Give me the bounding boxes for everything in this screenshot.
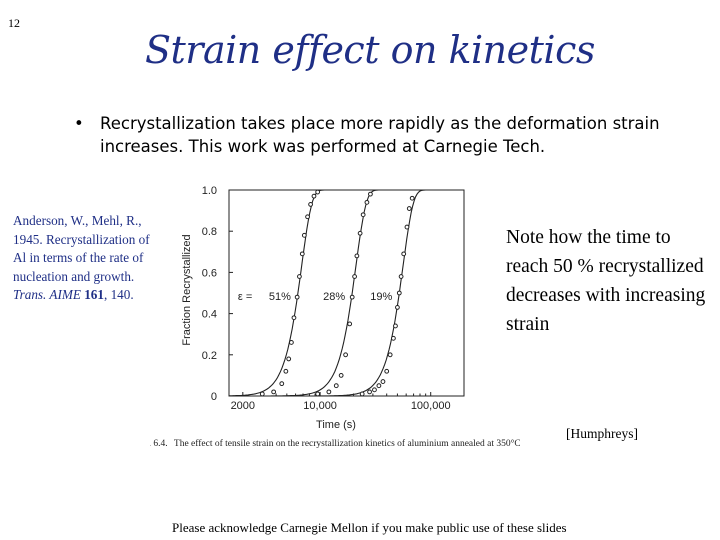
chart-labels: Time (s) Fraction Recrystallized ε = 51%…	[181, 234, 393, 431]
data-point	[398, 274, 404, 279]
recrystallization-chart: 0 0.2 0.4 0.6 0.8 1.0 2000 10,000 100,000 Time (…	[150, 185, 520, 449]
data-point	[393, 323, 398, 329]
data-point	[259, 391, 265, 397]
data-point	[360, 212, 366, 218]
data-point	[326, 389, 332, 395]
y-tick-label: 1.0	[202, 185, 217, 197]
data-point	[286, 356, 292, 362]
x-tick-label: 100,000	[411, 400, 451, 412]
y-tick-label: 0.4	[202, 309, 217, 321]
citation-volume: 161	[84, 287, 104, 302]
citation: Anderson, W., Mehl, R., 1945. Recrystall…	[13, 212, 163, 305]
plot-frame	[228, 189, 465, 397]
data-point	[299, 251, 305, 257]
data-point	[387, 352, 393, 358]
data-point	[294, 294, 300, 300]
series-curve-19%	[229, 189, 441, 397]
chart-ticks: 0 0.2 0.4 0.6 0.8 1.0 2000 10,000 100,000	[202, 185, 451, 412]
svg-text:Fig. 6.4. The effect of: Fig. 6.4. The effect of tensile strain o…	[150, 438, 520, 449]
data-point	[372, 387, 377, 393]
data-point	[333, 383, 339, 389]
data-point	[308, 202, 313, 207]
data-point	[289, 340, 294, 345]
source-credit: [Humphreys]	[566, 426, 638, 441]
data-point	[357, 230, 363, 236]
figure-caption: Fig. 6.4. The effect of tensile strain o…	[150, 438, 520, 449]
bullet-dot: •	[74, 114, 84, 133]
data-point	[406, 206, 412, 211]
data-point	[367, 389, 372, 395]
data-point	[343, 352, 349, 358]
data-point	[354, 253, 360, 259]
data-point	[305, 214, 310, 220]
data-point	[315, 189, 321, 195]
data-point	[291, 315, 297, 321]
chart-points	[259, 189, 415, 397]
slide-number: 12	[8, 16, 20, 30]
series-label: 28%	[323, 291, 345, 303]
data-point	[315, 391, 321, 397]
y-axis-label: Fraction Recrystallized	[181, 234, 193, 345]
y-tick-label: 0.2	[202, 350, 217, 362]
data-point	[283, 368, 289, 374]
data-point	[297, 274, 302, 279]
data-point	[311, 193, 317, 199]
caption-text: The effect of tensile strain on the recr…	[174, 438, 520, 449]
data-point	[396, 290, 402, 296]
data-point	[380, 379, 386, 384]
slide-title: Strain effect on kinetics	[145, 28, 595, 72]
chart-axes	[228, 189, 465, 397]
data-point	[401, 251, 407, 257]
bullet-text: Recrystallization takes place more rapid…	[100, 114, 660, 156]
citation-pages: , 140.	[103, 287, 134, 302]
y-tick-label: 0	[211, 391, 217, 403]
series-label: 51%	[269, 291, 291, 303]
data-point	[347, 321, 353, 327]
x-tick-label: 10,000	[303, 400, 337, 412]
data-point	[368, 191, 373, 197]
series-label: 19%	[370, 291, 392, 303]
data-point	[279, 381, 285, 387]
acknowledgement: Please acknowledge Carnegie Mellon if yo…	[172, 520, 567, 535]
note-text: Note how the time to reach 50 % recrysta…	[506, 227, 706, 335]
data-point	[349, 294, 355, 300]
data-point	[384, 368, 390, 374]
data-point	[395, 305, 400, 310]
data-point	[404, 224, 410, 230]
data-point	[338, 373, 344, 378]
data-point	[301, 232, 307, 238]
x-axis-label: Time (s)	[316, 419, 356, 431]
series-curve-51%	[229, 189, 340, 397]
series-curve-28%	[229, 189, 394, 397]
series-label-prefix: ε =	[238, 291, 252, 303]
citation-text: Anderson, W., Mehl, R., 1945. Recrystall…	[13, 213, 150, 284]
caption-fig: Fig. 6.4.	[150, 439, 168, 449]
x-tick-label: 2000	[231, 400, 255, 412]
y-tick-label: 0.6	[202, 267, 217, 279]
data-point	[359, 391, 365, 397]
data-point	[376, 383, 382, 389]
data-point	[364, 199, 370, 205]
citation-journal: Trans. AIME	[13, 287, 81, 302]
data-point	[352, 274, 357, 279]
data-point	[391, 335, 396, 341]
y-tick-label: 0.8	[202, 226, 217, 238]
data-point	[409, 195, 415, 201]
data-point	[271, 389, 277, 395]
